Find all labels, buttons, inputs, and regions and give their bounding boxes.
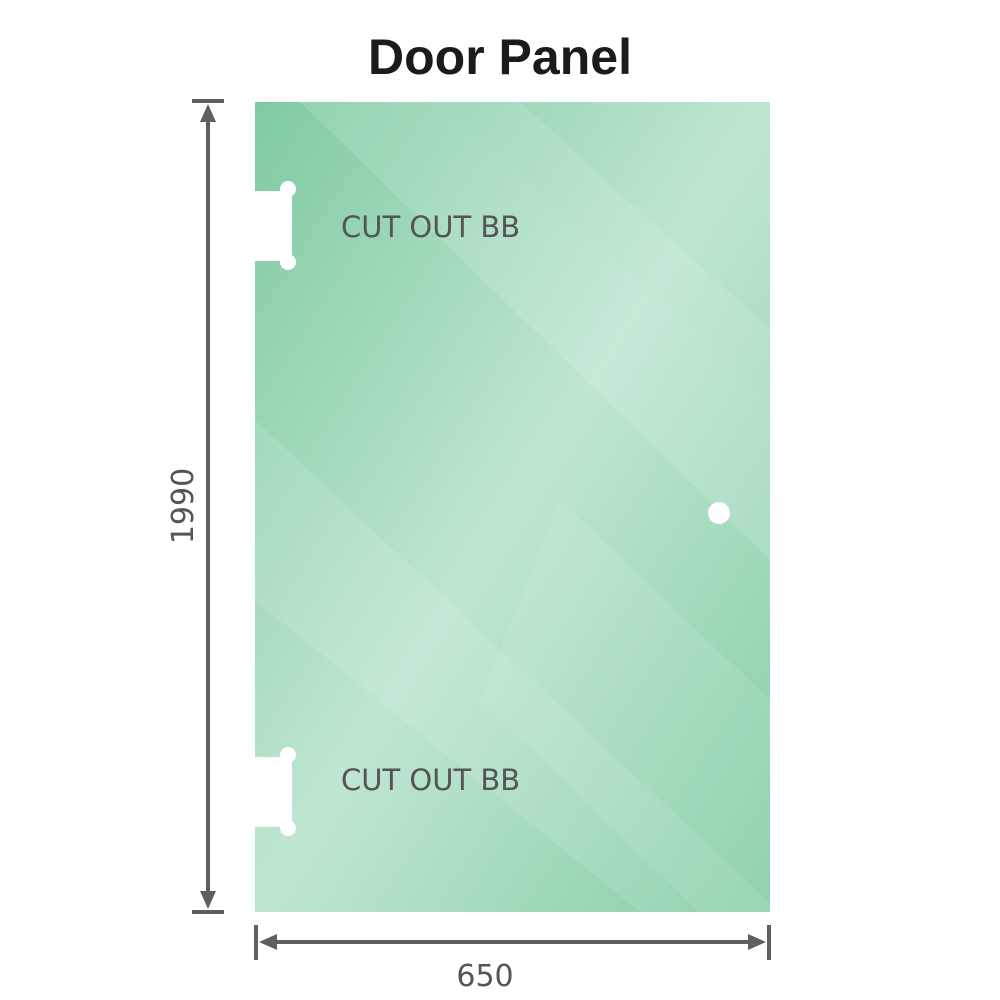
diagram-title: Door Panel bbox=[368, 29, 632, 85]
handle-hole bbox=[708, 502, 730, 524]
glass-panel bbox=[255, 102, 770, 912]
cutout-top-label: CUT OUT BB bbox=[341, 210, 520, 244]
cutout-bottom-label: CUT OUT BB bbox=[341, 763, 520, 797]
height-dimension-label: 1990 bbox=[166, 468, 201, 544]
width-dimension-label: 650 bbox=[456, 959, 513, 994]
cutout-top bbox=[250, 181, 296, 270]
width-dimension-line bbox=[254, 925, 771, 960]
height-dimension-line bbox=[192, 99, 224, 914]
cutout-bottom bbox=[250, 747, 296, 836]
